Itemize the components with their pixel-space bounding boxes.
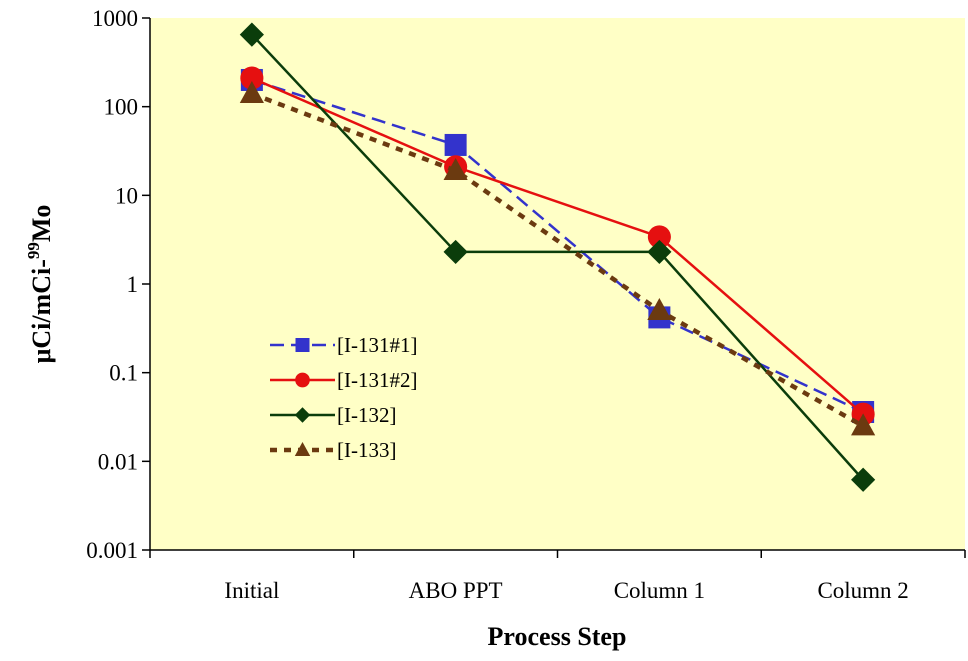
x-tick-label: Initial <box>224 578 279 603</box>
x-tick-label: ABO PPT <box>409 578 503 603</box>
y-tick-label: 100 <box>104 95 139 120</box>
y-tick-label: 0.01 <box>98 449 138 474</box>
data-point <box>647 239 672 265</box>
series-layer <box>239 22 876 492</box>
data-point <box>851 467 876 492</box>
series-4 <box>239 81 876 436</box>
legend-marker <box>295 338 310 352</box>
y-tick-label: 0.001 <box>86 538 138 563</box>
legend-marker <box>295 372 310 388</box>
data-point <box>647 225 671 249</box>
legend-label: [I-133] <box>337 438 396 462</box>
legend-entry: [I-131#1] <box>270 333 417 357</box>
x-axis-ticks: Initial ABO PPT Column 1 Column 2 <box>149 550 966 603</box>
data-point <box>240 66 264 90</box>
legend-entry: [I-131#2] <box>270 368 417 392</box>
data-point <box>444 133 467 156</box>
data-point <box>239 81 264 104</box>
legend-label: [I-131#2] <box>337 368 417 392</box>
series-line <box>251 91 865 429</box>
series-line <box>251 76 864 416</box>
legend-entry: [I-132] <box>270 403 396 427</box>
y-axis-title-prefix: μCi/mCi- <box>27 259 56 363</box>
plot-area <box>150 18 965 550</box>
data-point <box>647 298 672 321</box>
data-point <box>443 157 468 180</box>
y-tick-label: 10 <box>115 183 138 208</box>
data-point <box>443 239 468 265</box>
legend-label: [I-131#1] <box>337 333 417 357</box>
x-tick-label: Column 2 <box>817 578 908 603</box>
x-tick-label: Column 1 <box>614 578 705 603</box>
legend-marker <box>294 407 311 423</box>
y-axis-title-superscript: 99 <box>24 242 43 259</box>
y-axis-title-suffix: Mo <box>27 205 56 243</box>
data-point <box>851 413 876 436</box>
legend-entry: [I-133] <box>270 438 396 462</box>
legend-label: [I-132] <box>337 403 396 427</box>
y-tick-label: 1 <box>127 272 139 297</box>
y-tick-label: 1000 <box>92 6 138 31</box>
legend: [I-131#1] [I-131#2] [I-132] [I-133] <box>270 333 417 462</box>
legend-marker <box>294 441 311 456</box>
y-tick-label: 0.1 <box>109 361 138 386</box>
data-point <box>239 22 264 47</box>
y-axis-ticks: 0.001 0.01 0.1 1 10 100 1000 <box>86 6 150 563</box>
y-axis-title: μCi/mCi-99Mo <box>24 205 56 364</box>
x-axis-title: Process Step <box>488 622 627 651</box>
